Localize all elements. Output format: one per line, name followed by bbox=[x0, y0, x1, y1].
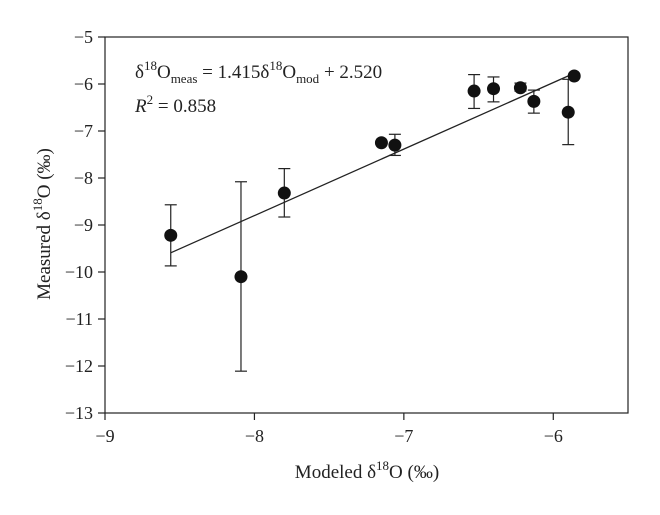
data-point bbox=[277, 186, 291, 200]
x-tick-label: −8 bbox=[245, 426, 264, 446]
data-point bbox=[567, 69, 581, 83]
eq-delta-1: δ bbox=[135, 62, 144, 83]
ylabel-prefix: Measured δ bbox=[34, 211, 55, 300]
eq-sup-2: 18 bbox=[269, 58, 282, 73]
y-axis-title: Measured δ18O (‰) bbox=[30, 148, 55, 300]
eq-o-1: O bbox=[157, 62, 171, 83]
r2-sup: 2 bbox=[147, 92, 154, 107]
x-tick-label: −6 bbox=[544, 426, 563, 446]
data-point bbox=[467, 84, 481, 98]
r2-value: = 0.858 bbox=[153, 96, 216, 117]
r2-label: R bbox=[134, 96, 147, 117]
plot-axes bbox=[104, 36, 629, 414]
regression-line bbox=[170, 72, 575, 254]
y-tick-label: −6 bbox=[74, 74, 93, 94]
xlabel-prefix: Modeled δ bbox=[295, 462, 376, 483]
ylabel-sup: 18 bbox=[30, 198, 45, 211]
x-axis-title: Modeled δ18O (‰) bbox=[295, 458, 439, 483]
fit-line bbox=[170, 72, 575, 254]
r-squared: R2 = 0.858 bbox=[134, 92, 216, 117]
eq-sub-1: meas bbox=[171, 71, 198, 86]
xlabel-suffix: O (‰) bbox=[389, 462, 439, 483]
y-tick-label: −12 bbox=[65, 356, 93, 376]
plot-frame bbox=[104, 36, 629, 414]
data-point bbox=[527, 94, 541, 108]
y-tick-label: −13 bbox=[65, 403, 93, 423]
y-tick-label: −8 bbox=[74, 168, 93, 188]
eq-sup-1: 18 bbox=[144, 58, 157, 73]
error-bars bbox=[164, 73, 575, 372]
x-tick-label: −7 bbox=[394, 426, 413, 446]
regression-equation: δ18Omeas = 1.415δ18Omod + 2.520 bbox=[135, 58, 382, 86]
data-point bbox=[388, 138, 402, 152]
y-tick-label: −5 bbox=[74, 27, 93, 47]
data-point bbox=[487, 82, 501, 96]
y-tick-label: −11 bbox=[66, 309, 93, 329]
y-tick-label: −9 bbox=[74, 215, 93, 235]
data-points bbox=[164, 69, 581, 284]
y-tick-label: −7 bbox=[74, 121, 93, 141]
xlabel-sup: 18 bbox=[376, 458, 389, 473]
data-point bbox=[164, 228, 178, 242]
eq-sub-2: mod bbox=[296, 71, 320, 86]
data-point bbox=[374, 136, 388, 150]
axis-ticks: −9 −8 −7 −6 −13 −12 −11 −10 −9 −8 −7 −6 −5 bbox=[65, 27, 563, 446]
eq-tail: + 2.520 bbox=[319, 62, 382, 83]
eq-mid: = 1.415δ bbox=[197, 62, 269, 83]
data-point bbox=[234, 270, 248, 284]
data-point bbox=[513, 81, 527, 95]
y-tick-label: −10 bbox=[65, 262, 93, 282]
x-tick-label: −9 bbox=[95, 426, 114, 446]
ylabel-suffix: O (‰) bbox=[34, 148, 55, 198]
eq-o-2: O bbox=[282, 62, 296, 83]
data-point bbox=[561, 105, 575, 119]
